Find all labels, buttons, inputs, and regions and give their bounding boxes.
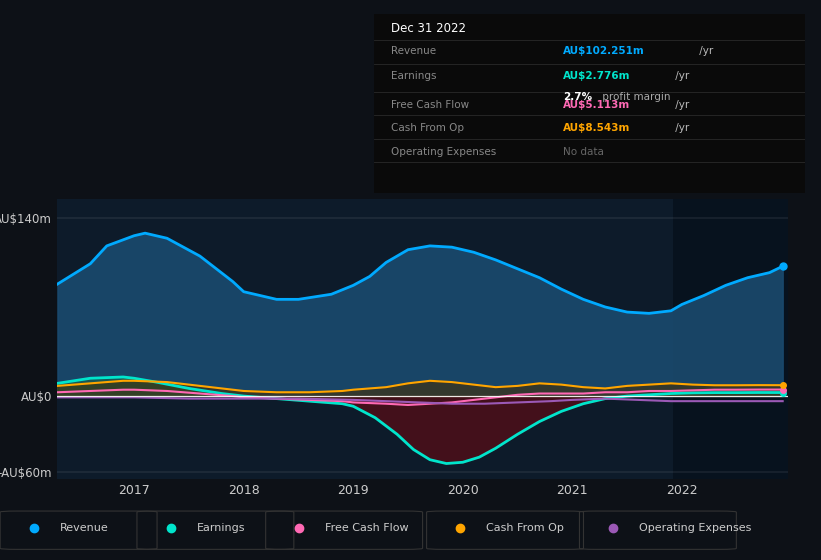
Text: 2.7%: 2.7% bbox=[563, 92, 592, 102]
Text: Dec 31 2022: Dec 31 2022 bbox=[391, 22, 466, 35]
Text: /yr: /yr bbox=[672, 71, 689, 81]
Text: Cash From Op: Cash From Op bbox=[391, 123, 464, 133]
Text: profit margin: profit margin bbox=[599, 92, 670, 102]
Text: AU$102.251m: AU$102.251m bbox=[563, 46, 645, 56]
Text: AU$5.113m: AU$5.113m bbox=[563, 100, 631, 110]
Text: /yr: /yr bbox=[672, 123, 689, 133]
Text: AU$2.776m: AU$2.776m bbox=[563, 71, 631, 81]
Text: Operating Expenses: Operating Expenses bbox=[639, 523, 751, 533]
Text: Revenue: Revenue bbox=[60, 523, 108, 533]
Text: Revenue: Revenue bbox=[391, 46, 436, 56]
Text: /yr: /yr bbox=[696, 46, 713, 56]
Text: Cash From Op: Cash From Op bbox=[486, 523, 564, 533]
Text: Free Cash Flow: Free Cash Flow bbox=[391, 100, 469, 110]
Bar bbox=[673, 199, 794, 479]
Text: AU$8.543m: AU$8.543m bbox=[563, 123, 631, 133]
Text: /yr: /yr bbox=[672, 100, 689, 110]
Text: Earnings: Earnings bbox=[391, 71, 436, 81]
Text: Earnings: Earnings bbox=[196, 523, 245, 533]
Text: Operating Expenses: Operating Expenses bbox=[391, 147, 496, 157]
Text: No data: No data bbox=[563, 147, 604, 157]
Text: Free Cash Flow: Free Cash Flow bbox=[325, 523, 409, 533]
